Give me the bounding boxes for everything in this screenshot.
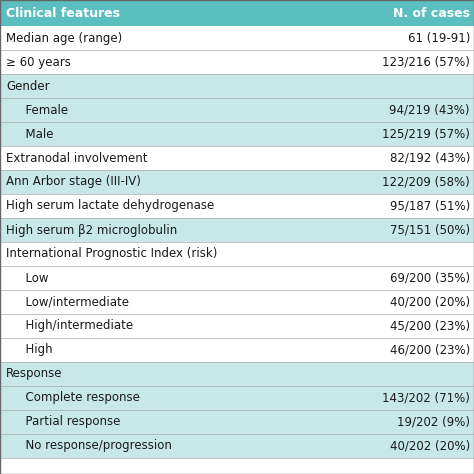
Text: High: High [18, 344, 53, 356]
Text: High/intermediate: High/intermediate [18, 319, 133, 332]
Bar [0, 314, 474, 338]
Text: Male: Male [18, 128, 54, 140]
Text: 40/200 (20%): 40/200 (20%) [390, 295, 470, 309]
Bar [0, 122, 474, 146]
Text: 94/219 (43%): 94/219 (43%) [390, 103, 470, 117]
Text: 143/202 (71%): 143/202 (71%) [382, 392, 470, 404]
Text: Female: Female [18, 103, 68, 117]
Text: 123/216 (57%): 123/216 (57%) [382, 55, 470, 69]
Text: 69/200 (35%): 69/200 (35%) [390, 272, 470, 284]
Text: 125/219 (57%): 125/219 (57%) [382, 128, 470, 140]
Bar [0, 74, 474, 98]
Text: ≥ 60 years: ≥ 60 years [6, 55, 71, 69]
Text: 61 (19-91): 61 (19-91) [408, 31, 470, 45]
Bar [0, 410, 474, 434]
Bar [0, 386, 474, 410]
Text: Low/intermediate: Low/intermediate [18, 295, 129, 309]
Bar [0, 434, 474, 458]
Text: Complete response: Complete response [18, 392, 140, 404]
Text: International Prognostic Index (risk): International Prognostic Index (risk) [6, 247, 218, 261]
Text: No response/progression: No response/progression [18, 439, 172, 453]
Bar [0, 338, 474, 362]
Bar [0, 362, 474, 386]
Bar [0, 242, 474, 266]
Text: 75/151 (50%): 75/151 (50%) [390, 224, 470, 237]
Text: High serum lactate dehydrogenase: High serum lactate dehydrogenase [6, 200, 214, 212]
Text: 45/200 (23%): 45/200 (23%) [390, 319, 470, 332]
Text: Gender: Gender [6, 80, 50, 92]
Text: Median age (range): Median age (range) [6, 31, 122, 45]
Text: Low: Low [18, 272, 48, 284]
Text: 40/202 (20%): 40/202 (20%) [390, 439, 470, 453]
Text: Partial response: Partial response [18, 416, 120, 428]
Bar [0, 266, 474, 290]
Text: High serum β2 microglobulin: High serum β2 microglobulin [6, 224, 177, 237]
Bar [0, 218, 474, 242]
Text: 82/192 (43%): 82/192 (43%) [390, 152, 470, 164]
Bar [0, 0, 474, 26]
Text: Extranodal involvement: Extranodal involvement [6, 152, 147, 164]
Bar [0, 26, 474, 50]
Text: Clinical features: Clinical features [6, 7, 120, 19]
Text: N. of cases: N. of cases [393, 7, 470, 19]
Bar [0, 290, 474, 314]
Bar [0, 194, 474, 218]
Text: 95/187 (51%): 95/187 (51%) [390, 200, 470, 212]
Text: Response: Response [6, 367, 63, 381]
Bar [0, 50, 474, 74]
Bar [0, 146, 474, 170]
Text: 122/209 (58%): 122/209 (58%) [382, 175, 470, 189]
Text: 46/200 (23%): 46/200 (23%) [390, 344, 470, 356]
Text: Ann Arbor stage (III-IV): Ann Arbor stage (III-IV) [6, 175, 141, 189]
Bar [0, 170, 474, 194]
Bar [0, 98, 474, 122]
Text: 19/202 (9%): 19/202 (9%) [397, 416, 470, 428]
